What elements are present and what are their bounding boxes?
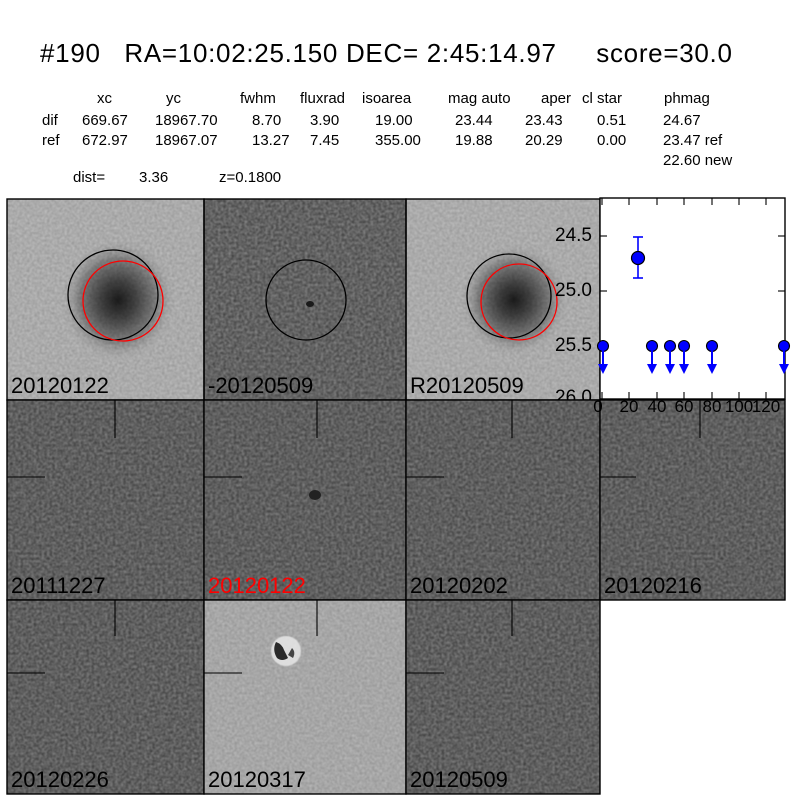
svg-text:120: 120 <box>752 397 780 416</box>
svg-text:20120317: 20120317 <box>208 767 306 792</box>
svg-text:80: 80 <box>703 397 722 416</box>
svg-text:20120509: 20120509 <box>410 767 508 792</box>
svg-text:40: 40 <box>648 397 667 416</box>
svg-text:60: 60 <box>675 397 694 416</box>
svg-text:24.5: 24.5 <box>555 225 592 246</box>
svg-text:20120226: 20120226 <box>11 767 109 792</box>
svg-text:100: 100 <box>725 397 753 416</box>
svg-text:R20120509: R20120509 <box>410 373 524 398</box>
svg-text:20: 20 <box>620 397 639 416</box>
svg-text:20120122: 20120122 <box>208 573 306 598</box>
svg-text:0: 0 <box>593 397 602 416</box>
svg-text:20120202: 20120202 <box>410 573 508 598</box>
svg-text:20120122: 20120122 <box>11 373 109 398</box>
svg-text:20120216: 20120216 <box>604 573 702 598</box>
svg-text:25.5: 25.5 <box>555 335 592 356</box>
svg-text:25.0: 25.0 <box>555 280 592 301</box>
svg-text:-20120509: -20120509 <box>208 373 313 398</box>
svg-text:20111227: 20111227 <box>11 573 106 598</box>
